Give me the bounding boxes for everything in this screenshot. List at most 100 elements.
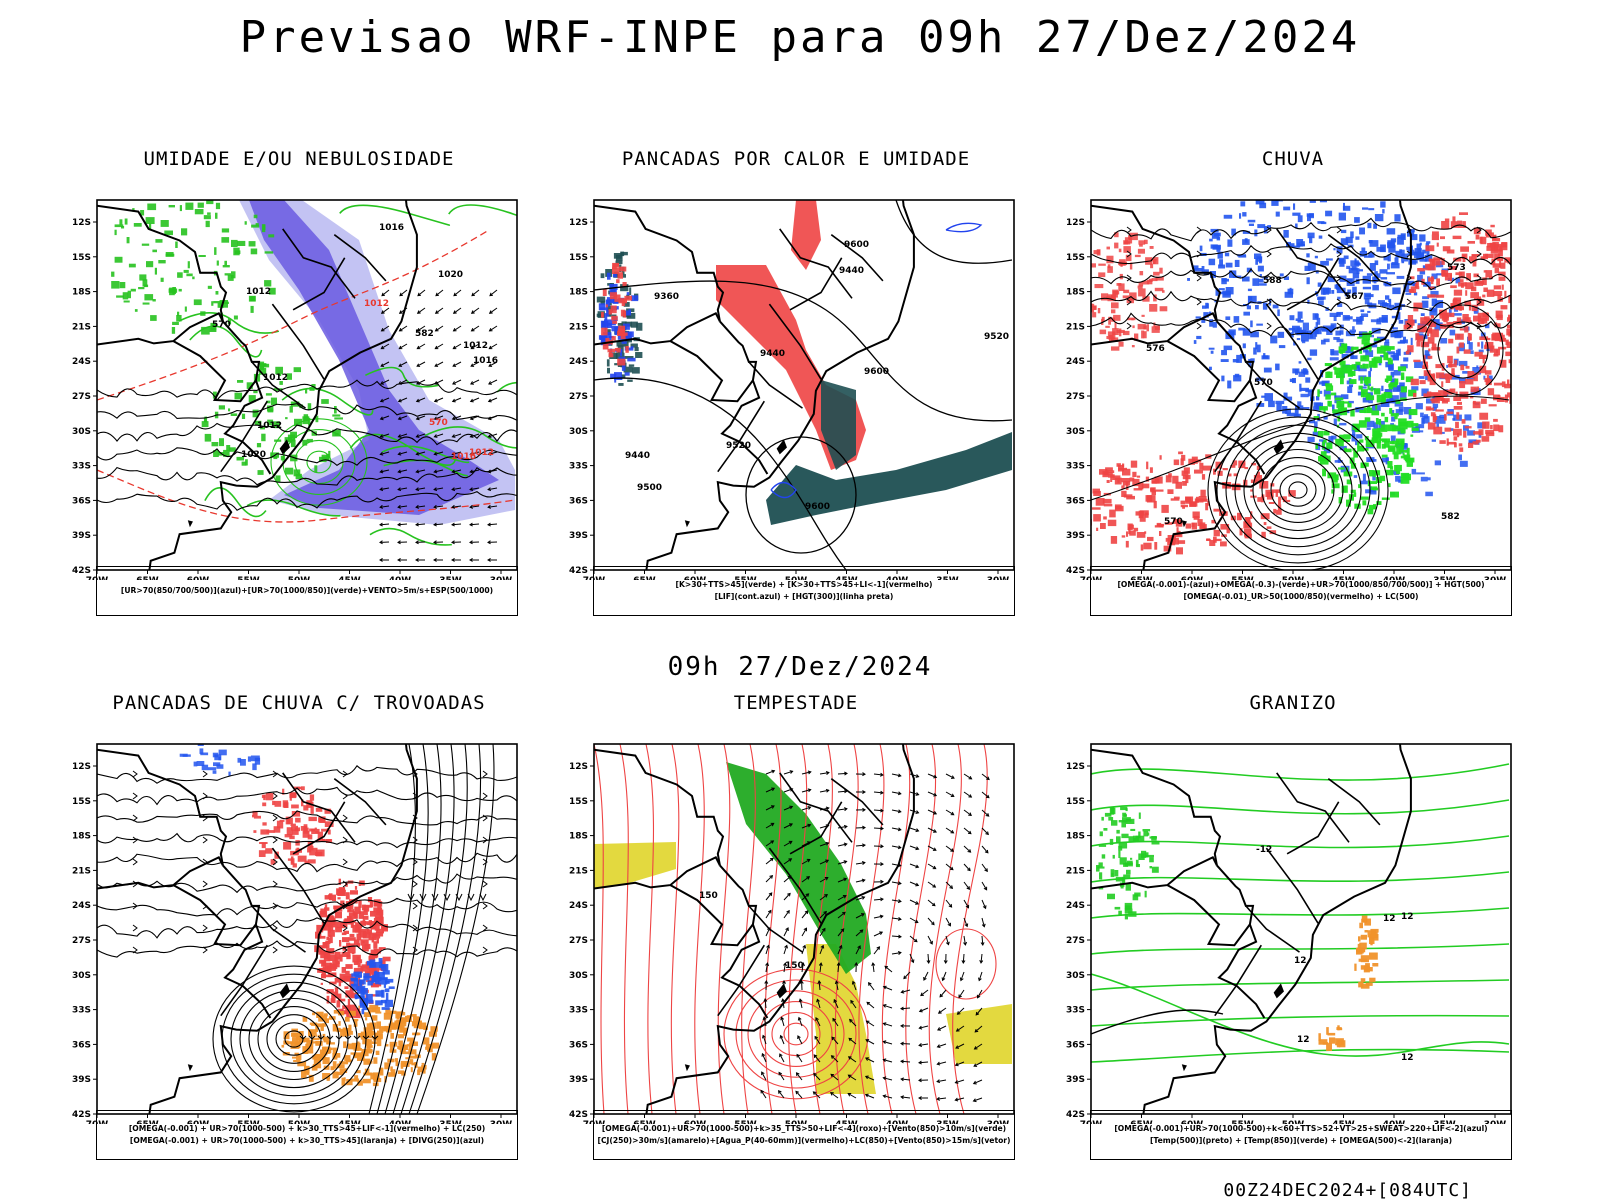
contour-label: 12 — [1401, 912, 1414, 922]
contour-label: -12 — [1256, 845, 1272, 855]
contour-label: 9360 — [654, 292, 679, 302]
lat-tick-label: 42S — [1066, 566, 1085, 576]
lat-tick-label: 36S — [1066, 496, 1085, 506]
contour-label: 1012 — [246, 287, 271, 297]
lat-tick-label: 27S — [72, 392, 91, 402]
contour-label: 9600 — [844, 240, 869, 250]
panel-legend: [UR>70(850/700/500)](azul)+[UR>70(1000/8… — [96, 566, 518, 616]
contour-label: 570 — [1254, 378, 1273, 388]
map-plot: 1012101210121016101210121012101610161020… — [69, 170, 529, 580]
map-content: 1012101210121016101210121012101610161020… — [97, 170, 529, 576]
contour-label: 12 — [1294, 956, 1307, 966]
map-plot: 58257657357056757058812S15S18S21S24S27S3… — [1063, 170, 1523, 580]
lat-tick-label: 15S — [569, 253, 588, 263]
mid-date-label: 09h 27/Dez/2024 — [0, 652, 1600, 682]
lat-tick-label: 18S — [72, 288, 91, 298]
lat-tick-label: 36S — [569, 496, 588, 506]
panel-title: GRANIZO — [1063, 692, 1523, 714]
panel-title: CHUVA — [1063, 148, 1523, 170]
contour-label: 582 — [415, 329, 434, 339]
panel-legend: [OMEGA(-0.001) + UR>70(1000-500) + k>30_… — [96, 1110, 518, 1160]
lat-tick-label: 15S — [569, 797, 588, 807]
lat-tick-label: 12S — [72, 218, 91, 228]
lat-tick-label: 36S — [72, 1040, 91, 1050]
contour-label: 1016 — [473, 356, 498, 366]
lat-tick-label: 33S — [569, 1006, 588, 1016]
lat-tick-label: 24S — [72, 357, 91, 367]
contour-label: 570 — [212, 320, 231, 330]
legend-line: [OMEGA(-0.001)-(azul)+OMEGA(-0.3)-(verde… — [1091, 579, 1511, 591]
lat-tick-label: 18S — [72, 832, 91, 842]
lat-tick-label: 33S — [1066, 1006, 1085, 1016]
lat-tick-label: 33S — [1066, 462, 1085, 472]
contour-label: 588 — [1263, 276, 1282, 286]
panel-title: PANCADAS DE CHUVA C/ TROVOADAS — [69, 692, 529, 714]
lat-tick-label: 30S — [1066, 427, 1085, 437]
model-run-label: 00Z24DEC2024+[084UTC] — [1223, 1180, 1472, 1201]
panel-legend: [OMEGA(-0.001)+UR>70(1000-500)+k>35_TTS>… — [593, 1110, 1015, 1160]
lat-tick-label: 15S — [1066, 253, 1085, 263]
legend-line: [LIF](cont.azul) + [HGT(300)](linha pret… — [594, 591, 1014, 603]
contour-label: 9440 — [760, 349, 785, 359]
lat-tick-label: 27S — [72, 936, 91, 946]
lat-tick-label: 39S — [569, 1075, 588, 1085]
lat-tick-label: 15S — [1066, 797, 1085, 807]
lat-tick-label: 18S — [569, 288, 588, 298]
map-content: 150 150 — [594, 714, 1014, 1120]
lat-tick-label: 27S — [1066, 392, 1085, 402]
panel-legend: [K>30+TTS>45](verde) + [K>30+TTS>45+LI<-… — [593, 566, 1015, 616]
lat-tick-label: 21S — [1066, 322, 1085, 332]
contour-label: 570 — [429, 418, 448, 428]
map-plot: 1212121212-1212S15S18S21S24S27S30S33S36S… — [1063, 714, 1523, 1124]
legend-line: [K>30+TTS>45](verde) + [K>30+TTS>45+LI<-… — [594, 579, 1014, 591]
lat-tick-label: 42S — [1066, 1110, 1085, 1120]
contour-label: 1012 — [364, 299, 389, 309]
contour-label: 1012 — [463, 341, 488, 351]
contour-label: 567 — [1345, 292, 1364, 302]
legend-line: [CJ(250)>30m/s](amarelo)+[Agua_P(40-60mm… — [594, 1135, 1014, 1147]
contour-label: 150 — [785, 961, 804, 971]
contour-label: 1012 — [257, 421, 282, 431]
map-plot: 15015012S15S18S21S24S27S30S33S36S39S42S7… — [566, 714, 1026, 1124]
lat-tick-label: 36S — [569, 1040, 588, 1050]
contour-label: 150 — [699, 891, 718, 901]
lat-tick-label: 42S — [569, 566, 588, 576]
lat-tick-label: 24S — [569, 901, 588, 911]
legend-line: [OMEGA(-0.001) + UR>70(1000-500) + k>30_… — [97, 1135, 517, 1147]
contour-label: 1012 — [263, 373, 288, 383]
lat-tick-label: 36S — [1066, 1040, 1085, 1050]
lat-tick-label: 15S — [72, 253, 91, 263]
contour-label: 12 — [1383, 914, 1396, 924]
lat-tick-label: 18S — [1066, 288, 1085, 298]
lat-tick-label: 21S — [72, 322, 91, 332]
panel-legend: [OMEGA(-0.001)-(azul)+OMEGA(-0.3)-(verde… — [1090, 566, 1512, 616]
lat-tick-label: 30S — [569, 427, 588, 437]
lat-tick-label: 30S — [1066, 971, 1085, 981]
lat-tick-label: 12S — [569, 218, 588, 228]
contour-label: 1020 — [241, 450, 266, 460]
lat-tick-label: 36S — [72, 496, 91, 506]
lat-tick-label: 30S — [72, 971, 91, 981]
contour-label: 1020 — [438, 270, 463, 280]
legend-line: [OMEGA(-0.001) + UR>70(1000-500) + k>30_… — [97, 1123, 517, 1135]
contour-label: 9500 — [637, 483, 662, 493]
lat-tick-label: 18S — [569, 832, 588, 842]
lat-tick-label: 24S — [1066, 901, 1085, 911]
lat-tick-label: 27S — [569, 936, 588, 946]
contour-label: 1016 — [451, 452, 476, 462]
lat-tick-label: 33S — [72, 1006, 91, 1016]
main-title: Previsao WRF-INPE para 09h 27/Dez/2024 — [0, 12, 1600, 63]
contour-label: 12 — [1297, 1035, 1310, 1045]
lat-tick-label: 39S — [1066, 531, 1085, 541]
legend-line: [Temp(500)](preto) + [Temp(850)](verde) … — [1091, 1135, 1511, 1147]
contour-label: 573 — [1447, 263, 1466, 273]
panel-title: UMIDADE E/OU NEBULOSIDADE — [69, 148, 529, 170]
legend-line: [UR>70(850/700/500)](azul)+[UR>70(1000/8… — [97, 585, 517, 597]
lat-tick-label: 12S — [1066, 218, 1085, 228]
